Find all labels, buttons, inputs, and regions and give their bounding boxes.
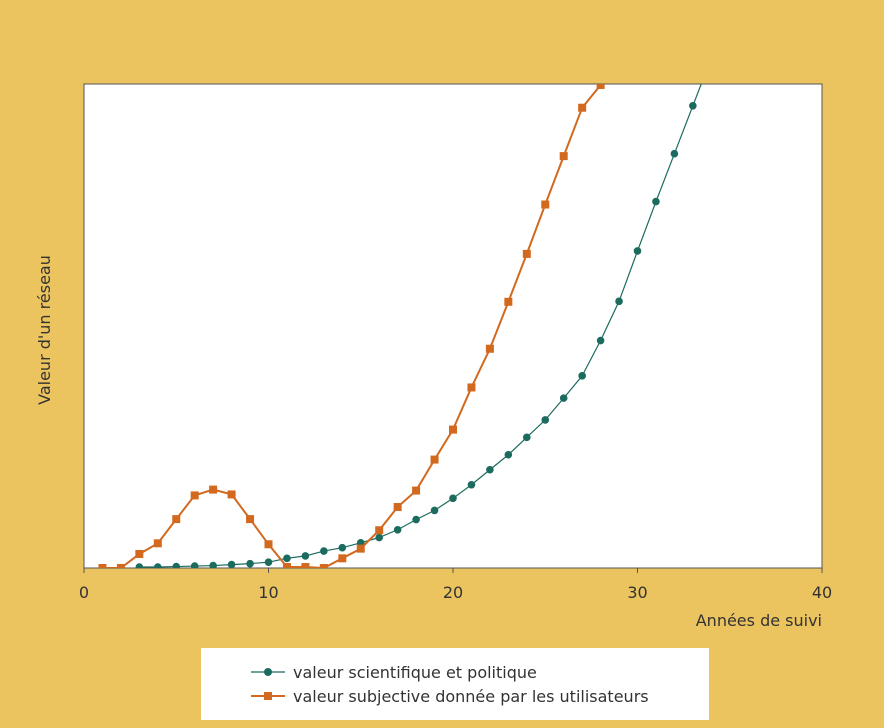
data-point	[153, 539, 162, 548]
data-point	[154, 563, 162, 568]
legend-swatch-subjective	[251, 692, 285, 700]
x-tick-label: 20	[443, 583, 463, 602]
data-point	[190, 562, 199, 568]
data-point	[393, 525, 402, 534]
data-point	[356, 544, 365, 553]
legend-item-subjective: valeur subjective donnée par les utilisa…	[251, 685, 649, 707]
data-point	[578, 372, 586, 380]
data-point	[246, 515, 255, 524]
data-point	[301, 552, 310, 560]
data-point	[449, 425, 457, 434]
data-point	[98, 564, 107, 568]
data-point	[375, 526, 384, 535]
data-point	[559, 394, 568, 402]
data-point	[319, 564, 328, 568]
x-tick-label: 40	[812, 583, 832, 602]
x-tick-label: 10	[258, 583, 278, 602]
data-point	[338, 554, 347, 563]
legend: valeur scientifique et politique valeur …	[201, 648, 709, 720]
data-point	[523, 433, 531, 442]
x-axis-label: Années de suivi	[696, 611, 822, 630]
data-point	[320, 547, 328, 555]
data-point	[412, 486, 421, 495]
legend-item-scientific: valeur scientifique et politique	[251, 661, 537, 683]
data-point	[467, 383, 476, 392]
data-point	[670, 149, 679, 158]
data-point	[227, 560, 236, 568]
data-point	[504, 297, 513, 306]
y-axis-label: Valeur d'un réseau	[35, 255, 54, 405]
data-point	[541, 416, 550, 424]
data-point	[301, 563, 310, 568]
legend-label-subjective: valeur subjective donnée par les utilisa…	[293, 686, 649, 706]
data-point	[430, 455, 439, 464]
data-point	[190, 491, 199, 500]
data-point	[393, 503, 402, 512]
x-tick-label: 0	[79, 583, 89, 602]
data-point	[135, 563, 144, 568]
plot-area	[83, 83, 823, 569]
data-point	[172, 562, 181, 568]
legend-swatch-scientific	[251, 668, 285, 676]
series-0	[135, 84, 702, 568]
data-point	[283, 554, 291, 563]
data-point	[282, 563, 291, 568]
data-point	[246, 559, 254, 568]
data-point	[412, 515, 420, 524]
data-point	[264, 540, 273, 549]
data-point	[689, 101, 697, 110]
data-point	[264, 558, 273, 566]
data-point	[652, 197, 660, 206]
data-point	[375, 533, 384, 542]
data-point	[449, 494, 457, 503]
data-point	[486, 465, 494, 474]
data-point	[615, 297, 623, 306]
data-point	[504, 450, 513, 459]
data-point	[559, 152, 568, 161]
legend-label-scientific: valeur scientifique et politique	[293, 662, 537, 682]
data-point	[596, 84, 605, 89]
x-tick-label: 30	[627, 583, 647, 602]
data-point	[522, 249, 531, 258]
data-point	[578, 103, 587, 112]
data-point	[430, 506, 439, 515]
data-point	[541, 200, 550, 209]
series-1	[98, 84, 605, 568]
data-point	[227, 490, 236, 499]
data-point	[467, 480, 476, 489]
data-point	[172, 515, 181, 524]
data-point	[596, 336, 605, 345]
data-point	[485, 344, 494, 353]
data-point	[116, 564, 125, 568]
data-point	[135, 549, 144, 558]
series-line-1	[102, 84, 602, 568]
data-point	[338, 543, 347, 552]
data-point	[209, 561, 217, 568]
data-point	[633, 247, 642, 255]
data-point	[209, 485, 218, 494]
